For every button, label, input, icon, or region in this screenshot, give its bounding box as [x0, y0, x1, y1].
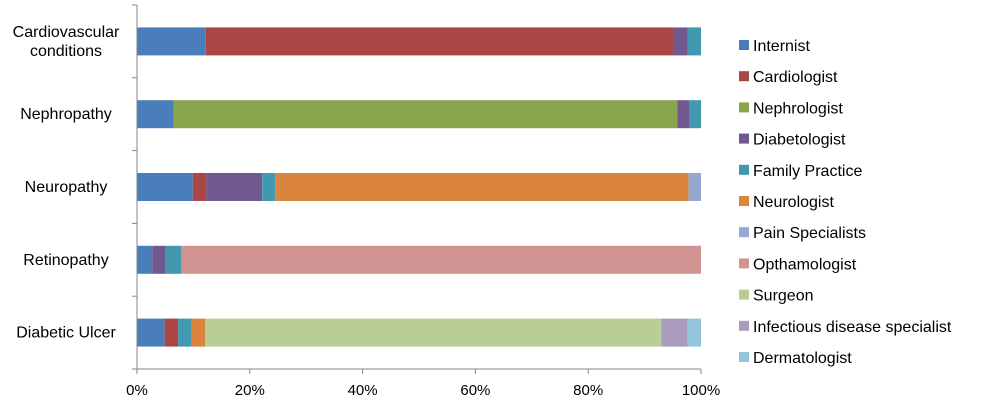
x-tick-label: 60% — [460, 382, 490, 399]
legend-label: Nephrologist — [753, 100, 843, 117]
bar-family-practice-diabetic-ulcer — [178, 318, 192, 347]
bar-opthamologist-retinopathy — [180, 245, 701, 274]
category-label: Diabetic Ulcer — [16, 325, 116, 342]
bar-pain-specialists-neuropathy — [688, 173, 701, 201]
legend-swatch — [739, 196, 749, 206]
bar-dermatologist-diabetic-ulcer — [687, 318, 701, 347]
bar-diabetologist-nephropathy — [677, 100, 690, 129]
legend-swatch — [739, 227, 749, 238]
bar-family-practice-neuropathy — [262, 173, 276, 201]
legend-swatch — [739, 164, 749, 175]
bar-cardiologist-neuropathy — [192, 173, 207, 201]
legend-label: Diabetologist — [753, 132, 846, 149]
legend-swatch — [739, 289, 749, 300]
category-label: Retinopathy — [23, 252, 108, 269]
bar-surgeon-diabetic-ulcer — [205, 318, 662, 347]
bar-diabetologist-neuropathy — [206, 173, 263, 201]
category-label: Neuropathy — [25, 179, 108, 196]
x-tick-label: 0% — [126, 382, 148, 399]
category-label: Nephropathy — [20, 106, 112, 123]
bar-internist-cardiovascular-conditions — [137, 27, 206, 56]
legend-label: Pain Specialists — [753, 225, 866, 242]
legend-swatch — [739, 258, 749, 269]
legend-item-pain-specialists: Pain Specialists — [739, 225, 866, 242]
category-label: Cardiovascular conditions — [13, 24, 120, 60]
legend-item-nephrologist: Nephrologist — [739, 100, 843, 117]
bar-infectious-disease-specialist-diabetic-ulcer — [661, 318, 688, 347]
legend-label: Dermatologist — [753, 350, 852, 367]
bar-family-practice-retinopathy — [165, 245, 181, 274]
bar-diabetologist-cardiovascular-conditions — [673, 27, 688, 56]
legend-label: Opthamologist — [753, 256, 857, 273]
legend: Internist Cardiologist Nephrologist Diabeto… — [739, 38, 952, 367]
bar-diabetologist-retinopathy — [152, 245, 166, 274]
bar-cardiologist-diabetic-ulcer — [164, 318, 179, 347]
legend-swatch — [739, 133, 749, 144]
bar-cardiologist-cardiovascular-conditions — [205, 27, 674, 56]
legend-label: Surgeon — [753, 288, 814, 305]
legend-swatch — [739, 40, 749, 50]
legend-item-opthamologist: Opthamologist — [739, 256, 857, 273]
bar-internist-diabetic-ulcer — [137, 318, 165, 347]
bar-internist-nephropathy — [137, 100, 174, 129]
bar-internist-neuropathy — [137, 173, 193, 201]
x-tick-label: 40% — [348, 382, 378, 399]
legend-label: Cardiologist — [753, 69, 838, 86]
category-labels: Cardiovascular conditions Nephropathy Neuro… — [13, 24, 120, 342]
legend-item-neurologist: Neurologist — [739, 194, 834, 211]
legend-swatch — [739, 71, 749, 82]
legend-label: Infectious disease specialist — [753, 319, 952, 336]
x-tick-label: 80% — [573, 382, 603, 399]
x-tick-labels: 0% 20% 40% 60% 80% 100% — [126, 382, 720, 399]
legend-item-diabetologist: Diabetologist — [739, 132, 846, 149]
x-tick-label: 20% — [235, 382, 265, 399]
legend-swatch — [739, 352, 749, 362]
legend-label: Family Practice — [753, 163, 862, 180]
x-tick-label: 100% — [682, 382, 720, 399]
bar-neurologist-diabetic-ulcer — [191, 318, 206, 347]
legend-label: Internist — [753, 38, 810, 55]
legend-item-cardiologist: Cardiologist — [739, 69, 838, 86]
legend-swatch — [739, 320, 749, 331]
bars-group — [137, 27, 701, 347]
legend-swatch — [739, 102, 749, 113]
bar-neurologist-neuropathy — [275, 173, 689, 201]
axes-group — [132, 4, 702, 374]
bar-family-practice-nephropathy — [689, 100, 701, 129]
legend-item-dermatologist: Dermatologist — [739, 350, 852, 367]
legend-label: Neurologist — [753, 194, 834, 211]
bar-nephrologist-nephropathy — [173, 100, 678, 129]
legend-item-internist: Internist — [739, 38, 810, 55]
legend-item-infectious-disease-specialist: Infectious disease specialist — [739, 319, 952, 336]
bar-family-practice-cardiovascular-conditions — [687, 27, 701, 56]
bar-internist-retinopathy — [137, 245, 153, 274]
legend-item-family-practice: Family Practice — [739, 163, 862, 180]
legend-item-surgeon: Surgeon — [739, 288, 814, 305]
